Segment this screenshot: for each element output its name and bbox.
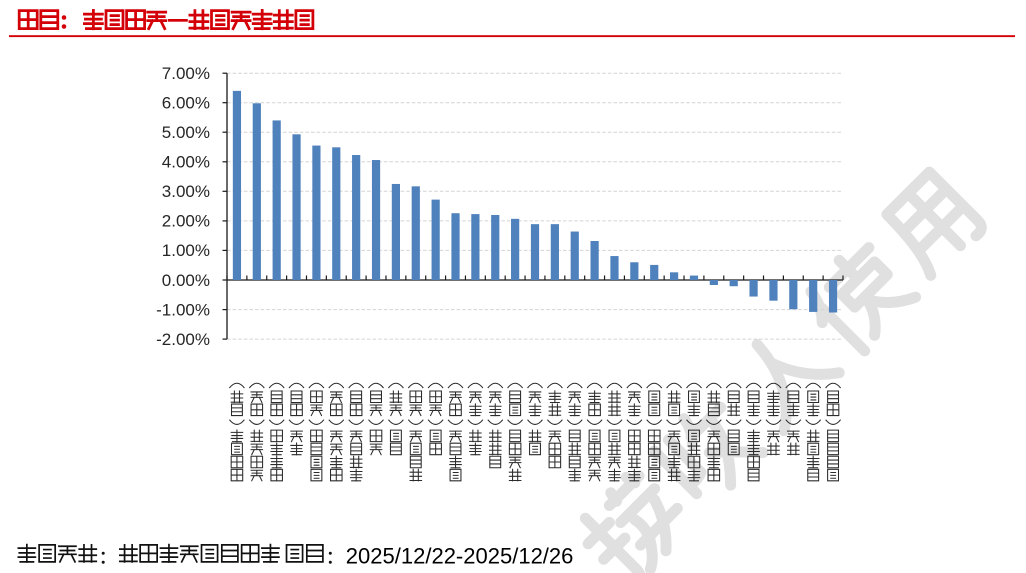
svg-text:-1.00%: -1.00% — [156, 300, 210, 319]
svg-text:0.00%: 0.00% — [162, 271, 210, 290]
svg-text:6.00%: 6.00% — [162, 94, 210, 113]
svg-text:4.00%: 4.00% — [162, 153, 210, 172]
svg-text:1.00%: 1.00% — [162, 241, 210, 260]
svg-text:2025/12/22-2025/12/26: 2025/12/22-2025/12/26 — [346, 543, 574, 568]
svg-text:2.00%: 2.00% — [162, 212, 210, 231]
svg-text:-2.00%: -2.00% — [156, 330, 210, 349]
svg-text:5.00%: 5.00% — [162, 123, 210, 142]
svg-text:7.00%: 7.00% — [162, 64, 210, 83]
svg-text:3.00%: 3.00% — [162, 182, 210, 201]
